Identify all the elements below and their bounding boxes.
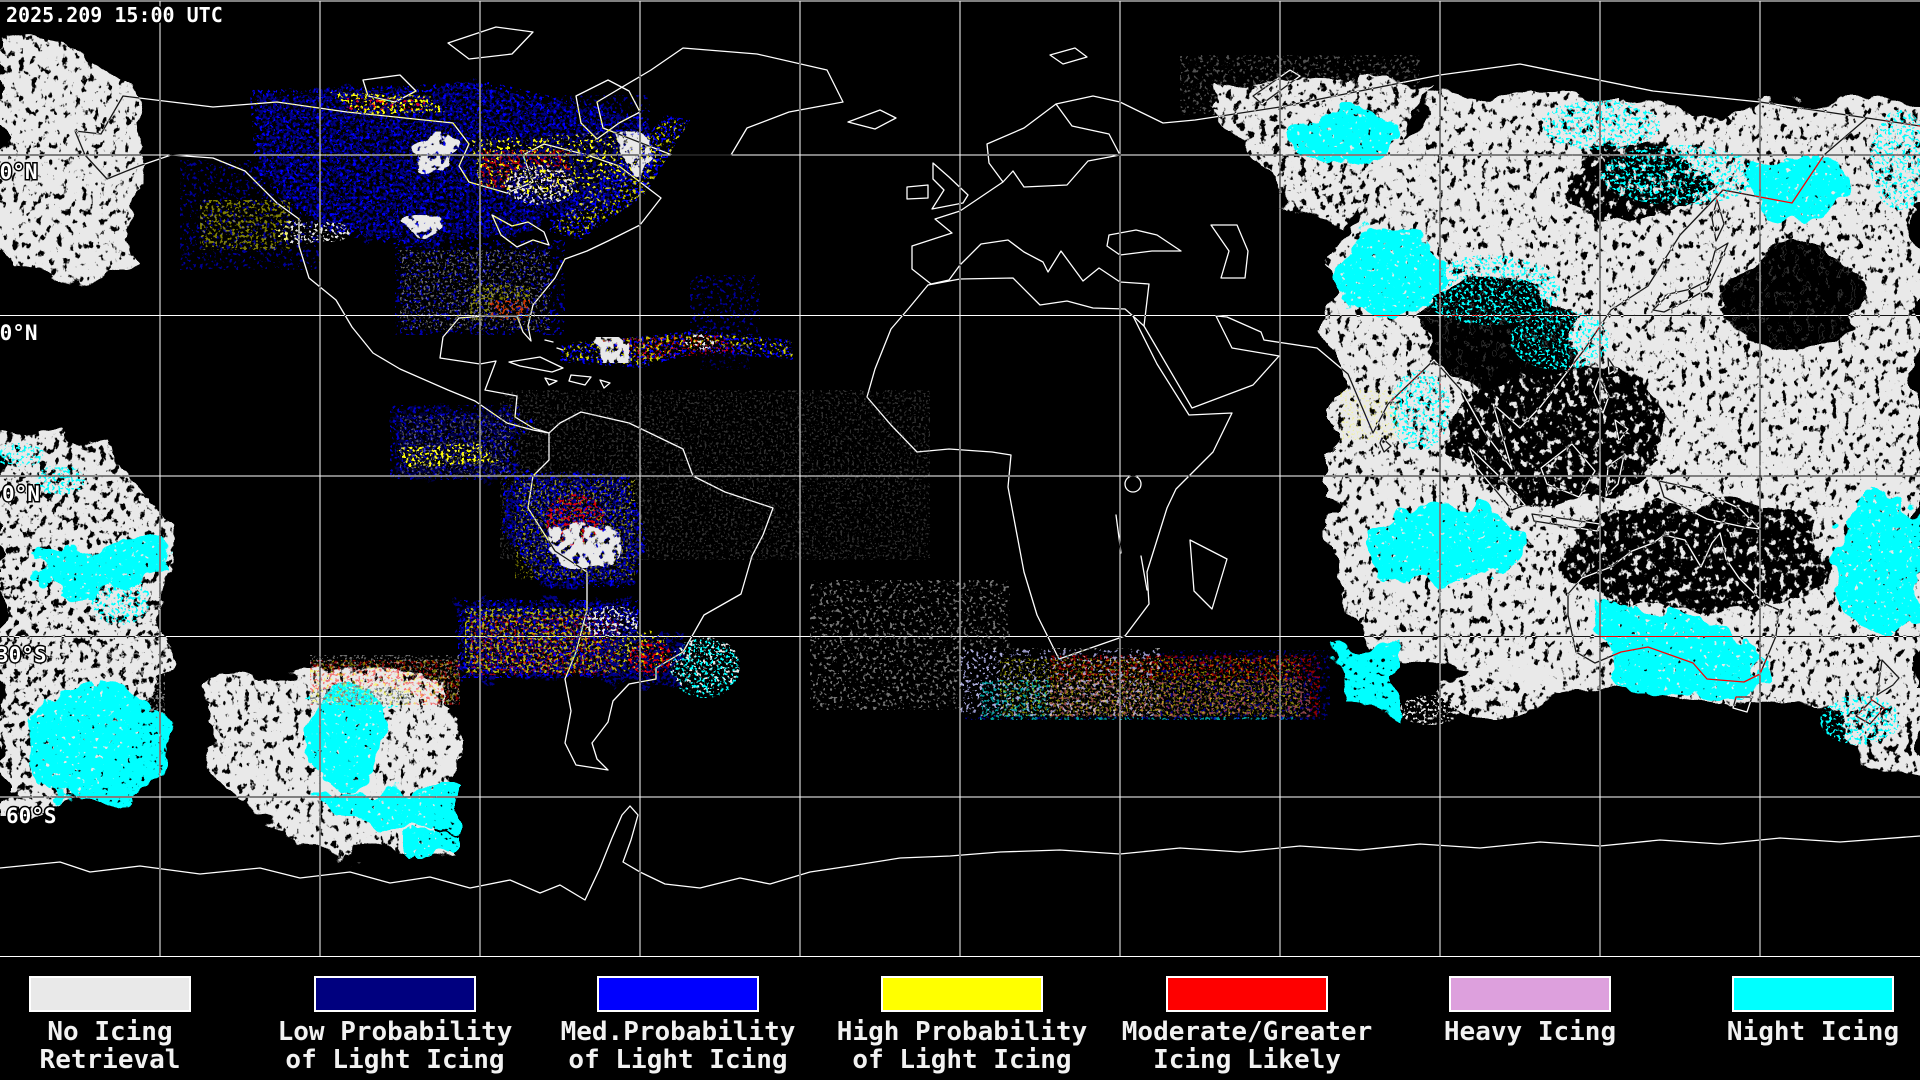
graticule bbox=[0, 0, 1920, 957]
legend-label: Moderate/Greater bbox=[1121, 1017, 1373, 1047]
latitude-labels: 60°N 30°N 0°N 30°S 60°S bbox=[0, 159, 58, 830]
legend-label: High Probability bbox=[836, 1017, 1088, 1047]
icing-data-layer bbox=[0, 40, 1920, 855]
legend-swatch-low-probability bbox=[314, 976, 476, 1012]
legend-swatch-med-probability bbox=[597, 976, 759, 1012]
latitude-label-60s: 60°S bbox=[6, 804, 57, 828]
legend-swatch-no-icing bbox=[29, 976, 191, 1012]
legend-item-heavy-icing: Heavy Icing bbox=[1398, 974, 1662, 1046]
legend-label: of Light Icing bbox=[852, 1045, 1072, 1075]
legend-item-high-probability: High Probability of Light Icing bbox=[830, 974, 1094, 1074]
legend-label: No Icing bbox=[47, 1017, 173, 1047]
legend-label: Heavy Icing bbox=[1443, 1017, 1617, 1047]
latitude-label-0n: 0°N bbox=[2, 482, 40, 506]
legend-label: Med.Probability bbox=[560, 1017, 796, 1047]
latitude-label-30n: 30°N bbox=[0, 321, 38, 345]
legend-label: Low Probability bbox=[277, 1017, 513, 1047]
legend-label: Retrieval bbox=[39, 1045, 181, 1075]
legend: No Icing Retrieval Low Probability of Li… bbox=[0, 974, 1920, 1080]
latitude-label-30s: 30°S bbox=[0, 643, 47, 667]
legend-item-night-icing: Night Icing bbox=[1681, 974, 1920, 1046]
world-icing-map: 2025.209 15:00 UTC 60°N 30°N 0°N 30°S 60… bbox=[0, 0, 1920, 958]
legend-item-med-probability: Med.Probability of Light Icing bbox=[546, 974, 810, 1074]
coastlines bbox=[0, 26, 1920, 901]
legend-swatch-high-probability bbox=[881, 976, 1043, 1012]
timestamp-label: 2025.209 15:00 UTC bbox=[6, 3, 223, 27]
latitude-label-60n: 60°N bbox=[0, 160, 38, 184]
legend-swatch-heavy-icing bbox=[1449, 976, 1611, 1012]
legend-item-moderate-greater: Moderate/Greater Icing Likely bbox=[1115, 974, 1379, 1074]
legend-label: of Light Icing bbox=[285, 1045, 505, 1075]
legend-swatch-night-icing bbox=[1732, 976, 1894, 1012]
legend-item-low-probability: Low Probability of Light Icing bbox=[263, 974, 527, 1074]
legend-label: of Light Icing bbox=[568, 1045, 788, 1075]
legend-label: Night Icing bbox=[1726, 1017, 1900, 1047]
legend-swatch-moderate-greater bbox=[1166, 976, 1328, 1012]
legend-label: Icing Likely bbox=[1153, 1045, 1341, 1075]
legend-item-no-icing: No Icing Retrieval bbox=[0, 974, 242, 1074]
